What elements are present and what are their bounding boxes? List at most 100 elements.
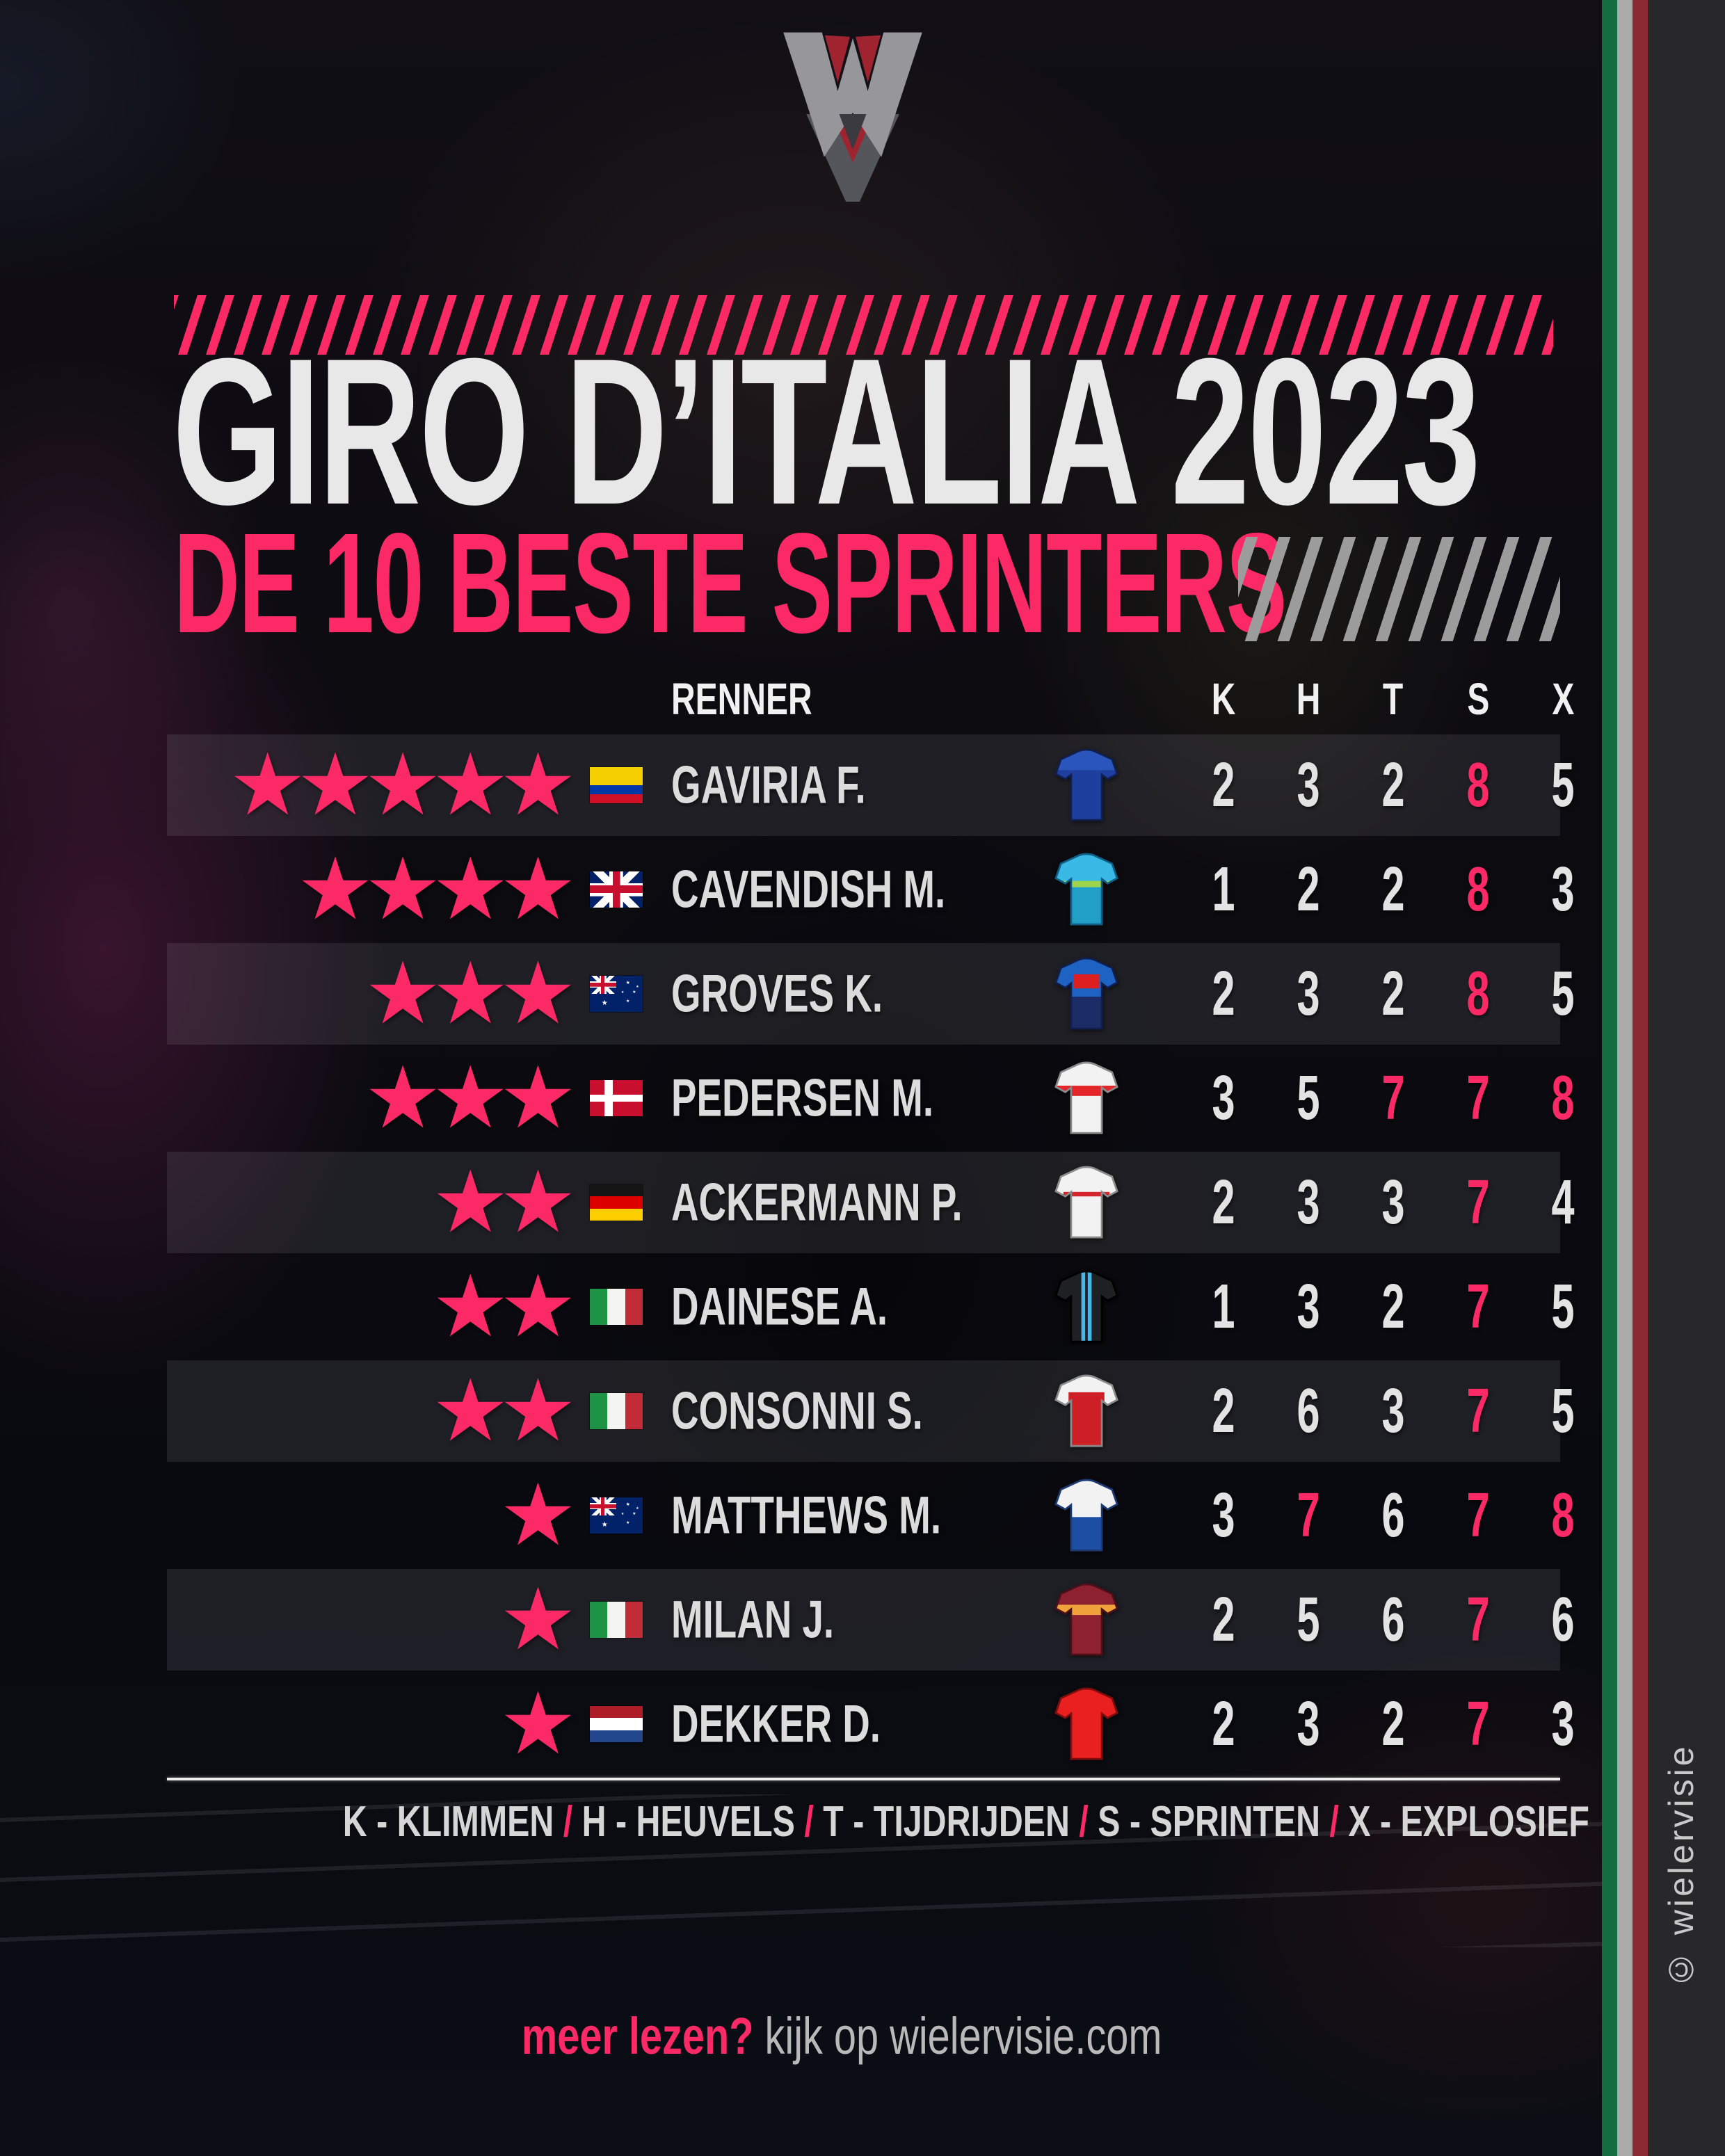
team-jersey-icon	[1054, 1166, 1118, 1239]
score-t: 7	[1381, 1063, 1405, 1133]
legend-text: K - KLIMMEN / H - HEUVELS / T - TIJDRIJD…	[342, 1798, 1589, 1846]
country-flag-icon	[590, 1602, 643, 1638]
footer-link-text: kijk op wielervisie.com	[753, 2007, 1162, 2065]
score-x: 5	[1551, 750, 1575, 820]
rider-name: DEKKER D.	[671, 1694, 881, 1754]
column-header-k: K	[1211, 674, 1236, 724]
team-jersey-icon	[1054, 1374, 1118, 1447]
tricolor-green-stripe	[1602, 0, 1617, 2156]
score-x: 3	[1551, 1689, 1575, 1759]
score-h: 3	[1297, 1272, 1320, 1342]
copyright-vertical-text: © wielervisie	[1662, 1744, 1701, 1989]
score-s: 7	[1466, 1168, 1490, 1237]
star-rating: ★	[499, 1467, 577, 1563]
score-k: 3	[1212, 1481, 1235, 1550]
score-x: 5	[1551, 1272, 1575, 1342]
score-s: 7	[1466, 1063, 1490, 1133]
score-h: 7	[1297, 1481, 1320, 1550]
page-title: GIRO D’ITALIA 2023	[172, 314, 1481, 548]
star-rating: ★★★★	[296, 842, 577, 938]
score-t: 2	[1381, 855, 1405, 924]
wielervisie-logo	[783, 32, 922, 202]
country-flag-icon	[590, 1393, 643, 1429]
score-h: 6	[1297, 1376, 1320, 1446]
score-h: 2	[1297, 855, 1320, 924]
score-s: 7	[1466, 1585, 1490, 1655]
team-jersey-icon	[1054, 1061, 1118, 1134]
rider-name: MATTHEWS M.	[671, 1486, 942, 1545]
score-t: 6	[1381, 1481, 1405, 1550]
score-h: 5	[1297, 1585, 1320, 1655]
country-flag-icon	[590, 767, 643, 803]
footer-text: meer lezen? kijk op wielervisie.com	[0, 2007, 1683, 2066]
gray-hash-stripes-subtitle	[1238, 537, 1560, 641]
country-flag-icon	[590, 1706, 643, 1742]
column-header-renner: RENNER	[671, 674, 812, 724]
team-jersey-icon	[1054, 748, 1118, 821]
score-t: 3	[1381, 1376, 1405, 1446]
score-x: 6	[1551, 1585, 1575, 1655]
score-t: 2	[1381, 1689, 1405, 1759]
team-jersey-icon	[1054, 1687, 1118, 1760]
score-t: 6	[1381, 1585, 1405, 1655]
score-k: 1	[1212, 1272, 1235, 1342]
score-s: 7	[1466, 1689, 1490, 1759]
finish-line-texture	[0, 1794, 1725, 1947]
team-jersey-icon	[1054, 1583, 1118, 1656]
score-s: 7	[1466, 1272, 1490, 1342]
score-x: 3	[1551, 855, 1575, 924]
star-rating: ★★	[431, 1259, 577, 1355]
team-jersey-icon	[1054, 1270, 1118, 1343]
score-h: 3	[1297, 750, 1320, 820]
star-rating: ★★★★★	[229, 737, 577, 833]
star-rating: ★★	[431, 1363, 577, 1459]
rider-name: PEDERSEN M.	[671, 1068, 934, 1128]
country-flag-icon	[590, 871, 643, 908]
star-rating: ★	[499, 1572, 577, 1668]
score-k: 1	[1212, 855, 1235, 924]
page-subtitle: DE 10 BESTE SPRINTERS	[174, 512, 1725, 654]
score-h: 3	[1297, 1689, 1320, 1759]
column-header-s: S	[1466, 674, 1490, 724]
table-header-row: RENNER K H T S X	[167, 670, 1574, 725]
score-x: 5	[1551, 959, 1575, 1029]
country-flag-icon	[590, 1080, 643, 1116]
rider-name: DAINESE A.	[671, 1277, 888, 1337]
italy-tricolor-band	[1602, 0, 1725, 2156]
column-header-x: X	[1551, 674, 1575, 724]
star-rating: ★★★	[364, 946, 577, 1042]
rider-name: ACKERMANN P.	[671, 1173, 963, 1232]
star-rating: ★	[499, 1676, 577, 1772]
footer-prompt: meer lezen?	[521, 2007, 754, 2065]
score-t: 2	[1381, 750, 1405, 820]
country-flag-icon: ★ ★ ★ ★ ★ ★	[590, 976, 643, 1012]
subtitle-text: DE 10 BESTE SPRINTERS	[174, 504, 1287, 663]
score-t: 3	[1381, 1168, 1405, 1237]
column-header-t: T	[1383, 674, 1404, 724]
team-jersey-icon	[1054, 1479, 1118, 1552]
score-k: 3	[1212, 1063, 1235, 1133]
score-t: 2	[1381, 959, 1405, 1029]
score-k: 2	[1212, 959, 1235, 1029]
score-h: 3	[1297, 959, 1320, 1029]
score-k: 2	[1212, 1168, 1235, 1237]
rider-name: GROVES K.	[671, 964, 883, 1024]
score-x: 8	[1551, 1481, 1575, 1550]
score-x: 4	[1551, 1168, 1575, 1237]
rider-name: CONSONNI S.	[671, 1381, 923, 1441]
score-x: 5	[1551, 1376, 1575, 1446]
score-k: 2	[1212, 1689, 1235, 1759]
score-t: 2	[1381, 1272, 1405, 1342]
country-flag-icon: ★ ★ ★ ★ ★ ★	[590, 1497, 643, 1534]
